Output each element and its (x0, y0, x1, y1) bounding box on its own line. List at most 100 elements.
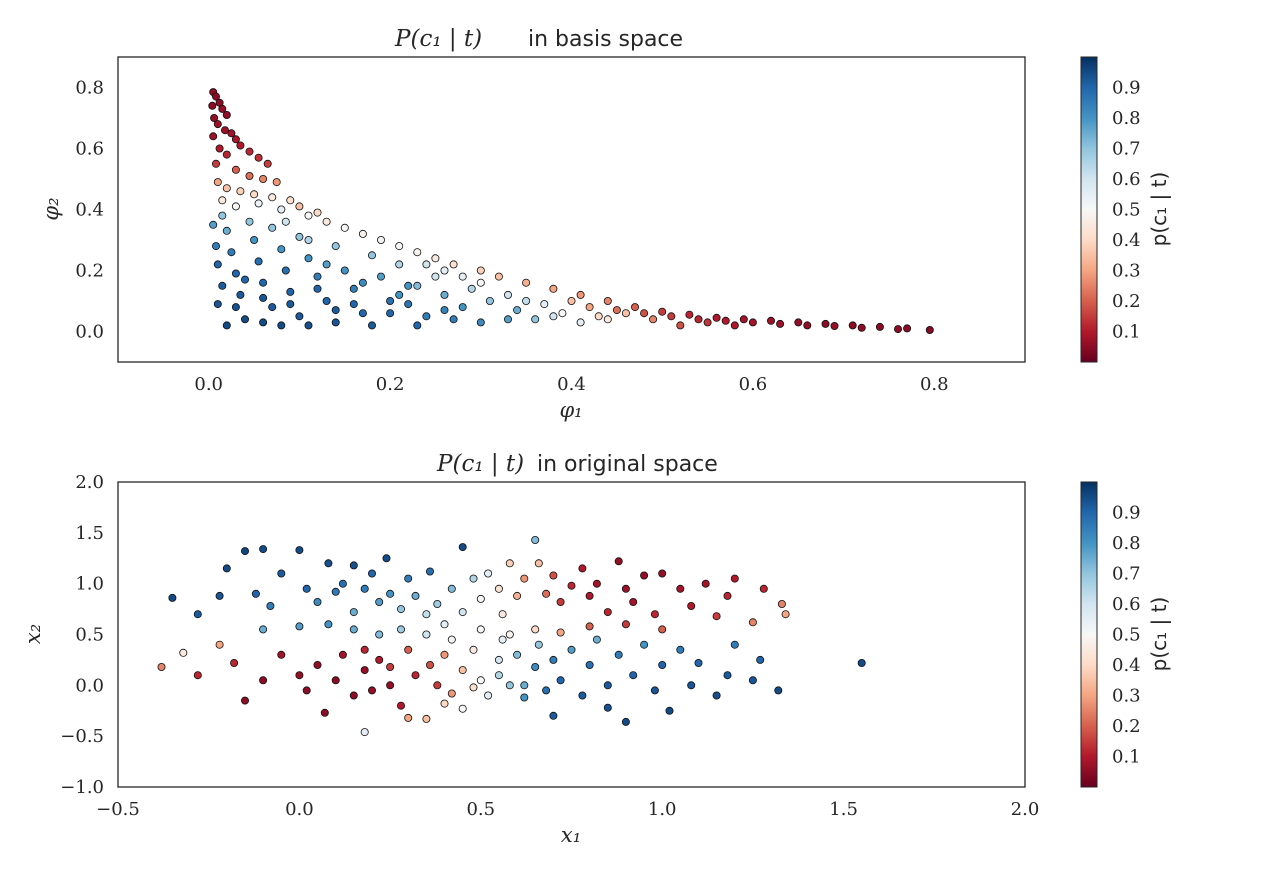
scatter-point (469, 645, 478, 654)
scatter-point (222, 150, 231, 159)
scatter-point (245, 147, 254, 156)
scatter-point (759, 584, 768, 593)
scatter-point (349, 625, 358, 634)
scatter-point (367, 569, 376, 578)
x-tick-label: −0.5 (96, 799, 140, 820)
scatter-point (614, 650, 623, 659)
scatter-point (665, 706, 674, 715)
scatter-point (208, 101, 217, 110)
scatter-point (431, 272, 440, 281)
scatter-point (272, 178, 281, 187)
plot-area-basis (118, 57, 1025, 362)
scatter-point (358, 309, 367, 318)
colorbar-tick-label: 0.7 (1112, 564, 1141, 585)
scatter-point (220, 126, 229, 135)
scatter-point (440, 266, 449, 275)
scatter-point (254, 153, 263, 162)
scatter-point (227, 248, 236, 257)
scatter-point (422, 260, 431, 269)
scatter-point (277, 569, 286, 578)
scatter-point (522, 296, 531, 305)
scatter-point (567, 645, 576, 654)
x-axis-label-original: x₁ (561, 823, 581, 847)
scatter-point (520, 681, 529, 690)
scatter-point (382, 554, 391, 563)
scatter-point (324, 620, 333, 629)
scatter-point (349, 284, 358, 293)
scatter-point (467, 284, 476, 293)
points-group-original (157, 536, 866, 737)
scatter-point (304, 211, 313, 220)
scatter-point (578, 691, 587, 700)
scatter-point (263, 159, 272, 168)
scatter-point (556, 676, 565, 685)
colorbar-tick-label: 0.8 (1112, 108, 1141, 129)
x-tick-label: 0.0 (285, 799, 314, 820)
x-tick-label: 0.0 (194, 374, 223, 395)
scatter-point (324, 559, 333, 568)
scatter-point (549, 284, 558, 293)
colorbar-tick-label: 0.2 (1112, 716, 1141, 737)
scatter-point (476, 266, 485, 275)
scatter-point (259, 625, 268, 634)
scatter-point (730, 640, 739, 649)
scatter-point (730, 574, 739, 583)
scatter-point (386, 309, 395, 318)
y-tick-label: 1.0 (75, 574, 104, 595)
y-tick-label: 0.0 (75, 675, 104, 696)
scatter-point (592, 579, 601, 588)
scatter-point (447, 584, 456, 593)
scatter-point (505, 630, 514, 639)
scatter-point (712, 612, 721, 621)
scatter-point (447, 635, 456, 644)
scatter-point (404, 574, 413, 583)
colorbar-tick-label: 0.2 (1112, 291, 1141, 312)
scatter-point (295, 312, 304, 321)
scatter-point (748, 676, 757, 685)
colorbar-tick-label: 0.3 (1112, 686, 1141, 707)
scatter-point (567, 296, 576, 305)
scatter-point (476, 278, 485, 287)
scatter-point (781, 610, 790, 619)
colorbar-tick-labels-basis: 0.1 0.2 0.3 0.4 0.5 0.6 0.7 0.8 0.9 (1112, 78, 1141, 343)
scatter-point (231, 269, 240, 278)
scatter-point (295, 622, 304, 631)
scatter-point (254, 199, 263, 208)
scatter-point (658, 307, 667, 316)
scatter-point (484, 569, 493, 578)
scatter-point (422, 610, 431, 619)
scatter-point (222, 321, 231, 330)
scatter-point (748, 318, 757, 327)
scatter-point (458, 543, 467, 552)
scatter-point (358, 229, 367, 238)
scatter-point (230, 659, 239, 668)
scatter-point (349, 608, 358, 617)
scatter-point (218, 211, 227, 220)
scatter-point (295, 202, 304, 211)
scatter-point (676, 645, 685, 654)
scatter-point (531, 663, 540, 672)
scatter-point (440, 650, 449, 659)
scatter-point (213, 260, 222, 269)
scatter-point (313, 598, 322, 607)
scatter-point (603, 703, 612, 712)
scatter-point (376, 235, 385, 244)
scatter-point (231, 135, 240, 144)
scatter-point (245, 171, 254, 180)
scatter-point (458, 666, 467, 675)
scatter-point (903, 324, 912, 333)
scatter-point (211, 242, 220, 251)
scatter-point (304, 321, 313, 330)
scatter-point (821, 319, 830, 328)
scatter-point (567, 581, 576, 590)
scatter-point (603, 608, 612, 617)
scatter-point (629, 671, 638, 680)
scatter-point (730, 321, 739, 330)
scatter-point (494, 655, 503, 664)
scatter-point (440, 620, 449, 629)
scatter-point (458, 303, 467, 312)
scatter-point (640, 309, 649, 318)
scatter-point (542, 589, 551, 598)
scatter-point (748, 618, 757, 627)
scatter-point (723, 591, 732, 600)
